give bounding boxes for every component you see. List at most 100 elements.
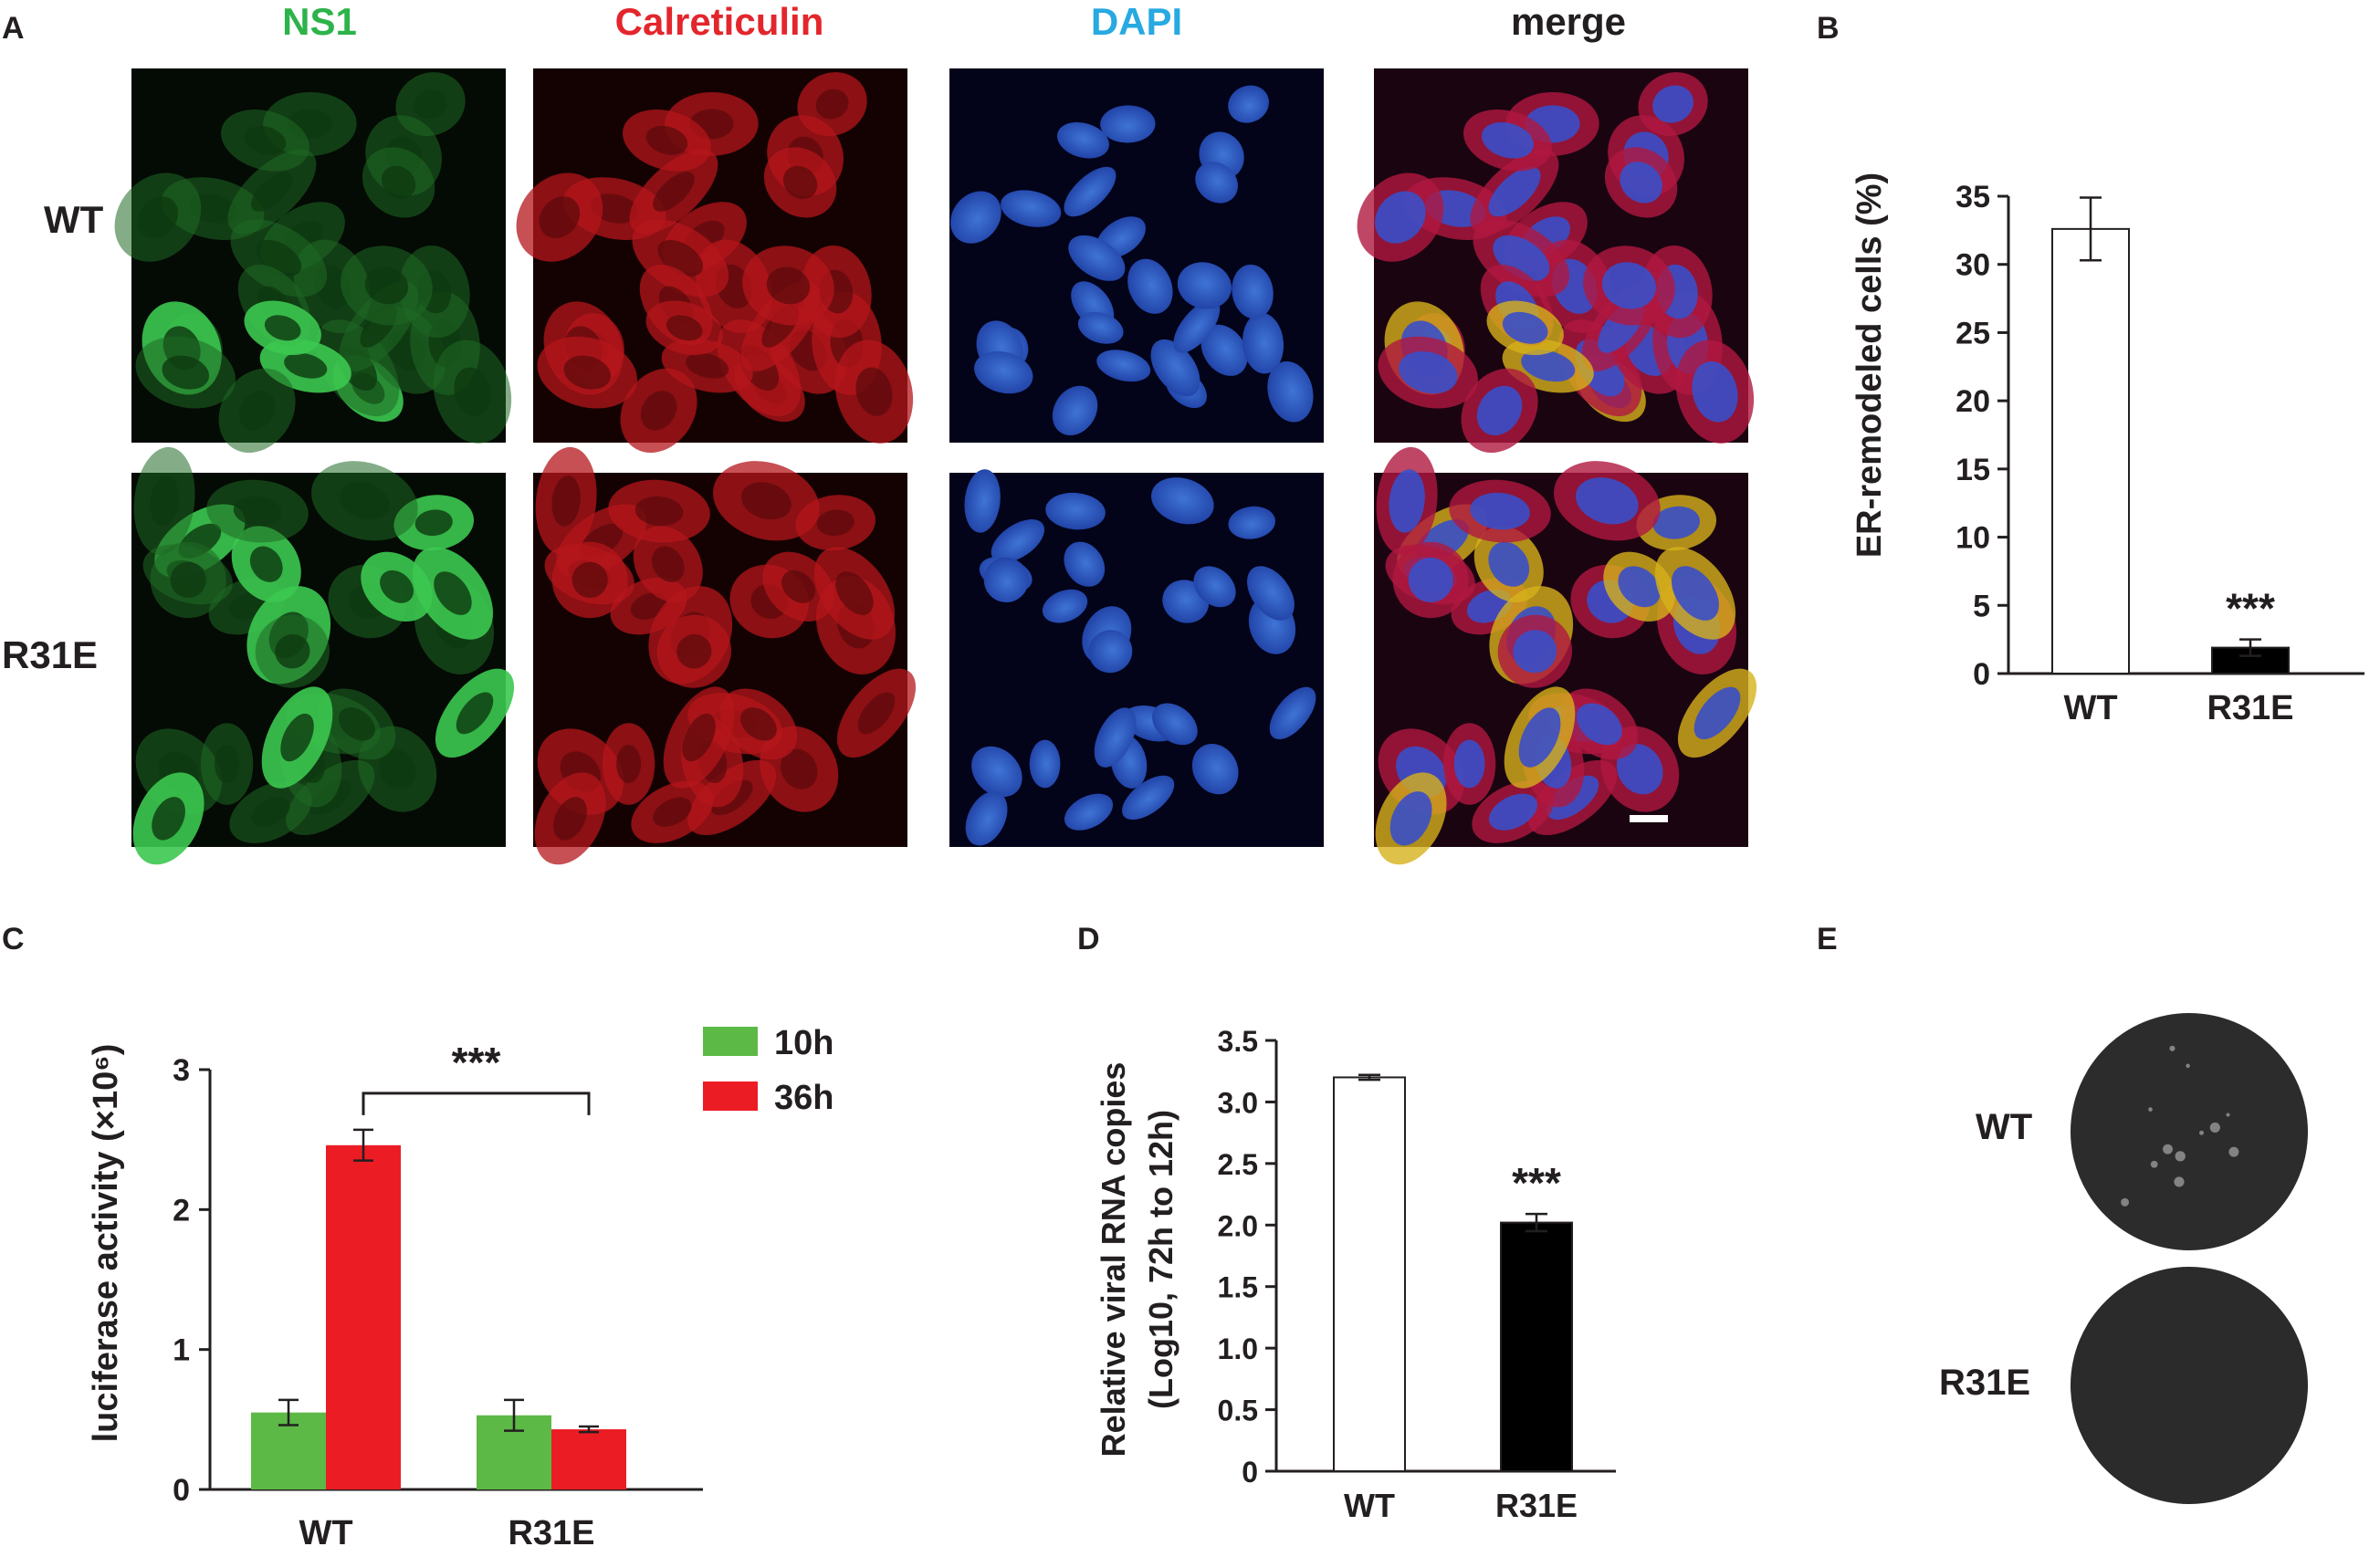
nucleus <box>1064 541 1106 587</box>
plaque <box>2186 1063 2190 1069</box>
plaque <box>2150 1160 2158 1168</box>
nucleus <box>1618 566 1661 608</box>
cell-nucleus <box>590 193 639 224</box>
cell-nucleus <box>339 482 390 520</box>
micrograph-wt-calreticulin <box>516 68 914 453</box>
plaque-well-wt <box>2071 1013 2308 1250</box>
micrograph-r31e-ns1 <box>131 446 515 865</box>
chart-c-y-tick-label: 1 <box>173 1333 190 1368</box>
chart-b-bar-wt <box>2051 227 2130 674</box>
chart-b-x-tick-label: WT <box>2063 689 2117 727</box>
nucleus <box>964 469 1001 533</box>
chart-c-bar-wt-36h <box>326 1144 401 1489</box>
cell-nucleus <box>244 125 287 155</box>
cell-nucleus <box>280 713 314 762</box>
micrograph-wt-merge <box>1357 68 1755 453</box>
nucleus <box>1408 557 1453 602</box>
chart-c-y-tick-label: 2 <box>173 1193 190 1228</box>
plaque-row-label-wt: WT <box>1976 1107 2032 1147</box>
nucleus <box>1476 385 1523 436</box>
cell-nucleus <box>539 196 581 238</box>
chart-b: ER-remodeled cells (%) 0 5 10 15 20 25 30 35 WT R… <box>1851 172 2364 727</box>
plaque <box>2175 1151 2186 1162</box>
row-label-wt: WT <box>44 198 104 241</box>
nucleus <box>1692 361 1738 423</box>
nucleus <box>1453 739 1485 789</box>
nucleus <box>971 746 1022 798</box>
cell-nucleus <box>238 391 276 431</box>
cell-nucleus <box>152 797 185 841</box>
nucleus <box>1193 566 1236 608</box>
cell-nucleus <box>630 592 667 620</box>
chart-d-y-label-2: (Log10, 72h to 12h) <box>1142 1110 1180 1409</box>
panel-letter-d: D <box>1077 922 1100 956</box>
nucleus <box>1151 477 1214 525</box>
cell-nucleus <box>233 496 282 527</box>
nucleus <box>1242 312 1284 374</box>
micrograph-wt-ns1 <box>114 68 512 453</box>
chart-d-y-tick-label: 0 <box>1242 1456 1258 1489</box>
cell-nucleus <box>264 315 301 341</box>
nucleus <box>1521 350 1576 382</box>
row-label-r31e: R31E <box>2 633 98 676</box>
nucleus <box>1267 361 1314 423</box>
cell-nucleus <box>780 748 818 789</box>
nucleus <box>1045 492 1106 530</box>
chart-d-y-tick-label: 2.5 <box>1218 1148 1258 1181</box>
plaque-well-r31e <box>2071 1267 2308 1504</box>
nucleus <box>1094 707 1137 768</box>
cell-nucleus <box>414 509 453 537</box>
channel-label-ns1: NS1 <box>282 0 357 43</box>
nucleus <box>950 191 1001 244</box>
nucleus <box>1195 162 1238 204</box>
cell-nucleus <box>634 496 684 527</box>
nucleus <box>1488 541 1530 587</box>
plaque <box>2163 1144 2173 1155</box>
nucleus <box>1001 190 1062 227</box>
cell-nucleus <box>162 355 210 390</box>
chart-d-y-tick-label: 1.0 <box>1218 1332 1258 1365</box>
cell-nucleus <box>855 367 893 416</box>
nucleus <box>1620 162 1662 204</box>
cell-nucleus <box>740 482 792 520</box>
chart-b-x-tick-label: R31E <box>2207 689 2293 727</box>
chart-b-y-tick-label: 0 <box>1973 657 1990 692</box>
nucleus <box>1577 703 1622 746</box>
cell-nucleus <box>653 797 692 827</box>
plaque <box>2209 1122 2220 1134</box>
nucleus <box>1100 105 1156 143</box>
cell-nucleus <box>251 172 293 212</box>
cell-nucleus <box>228 592 266 620</box>
cell-nucleus <box>816 509 854 537</box>
panel-letter-c: C <box>2 922 25 956</box>
nucleus <box>1481 121 1534 159</box>
chart-c-y-label: luciferase activity (×10⁶) <box>87 1044 125 1443</box>
plaque <box>2199 1130 2205 1135</box>
chart-d-y-tick-label: 3.0 <box>1218 1086 1258 1119</box>
cell-nucleus <box>835 571 874 615</box>
cell-nucleus <box>251 797 290 827</box>
chart-b-y-tick-label: 10 <box>1955 521 1990 556</box>
micrograph-r31e-merge <box>1374 446 1757 865</box>
cell-nucleus <box>456 692 494 735</box>
nucleus <box>1096 350 1151 382</box>
nucleus <box>1576 477 1639 525</box>
plaque <box>2121 1197 2130 1207</box>
nucleus <box>1056 121 1109 159</box>
nucleus <box>1064 166 1117 217</box>
nucleus <box>1068 235 1126 281</box>
micrograph-r31e-calreticulin <box>533 446 917 865</box>
chart-b-y-tick-label: 25 <box>1955 316 1990 350</box>
legend-label-36h: 36h <box>774 1079 834 1117</box>
nucleus <box>1200 324 1248 376</box>
cell-nucleus <box>571 561 608 599</box>
cell-nucleus <box>857 692 896 735</box>
nucleus <box>983 557 1029 602</box>
nucleus <box>1029 739 1061 789</box>
cell-nucleus <box>364 266 409 305</box>
nucleus <box>1052 385 1098 436</box>
chart-c-bar-r31e-36h <box>551 1429 626 1489</box>
nucleus <box>965 791 1008 846</box>
nucleus <box>1502 311 1548 344</box>
cell-nucleus <box>414 89 447 120</box>
